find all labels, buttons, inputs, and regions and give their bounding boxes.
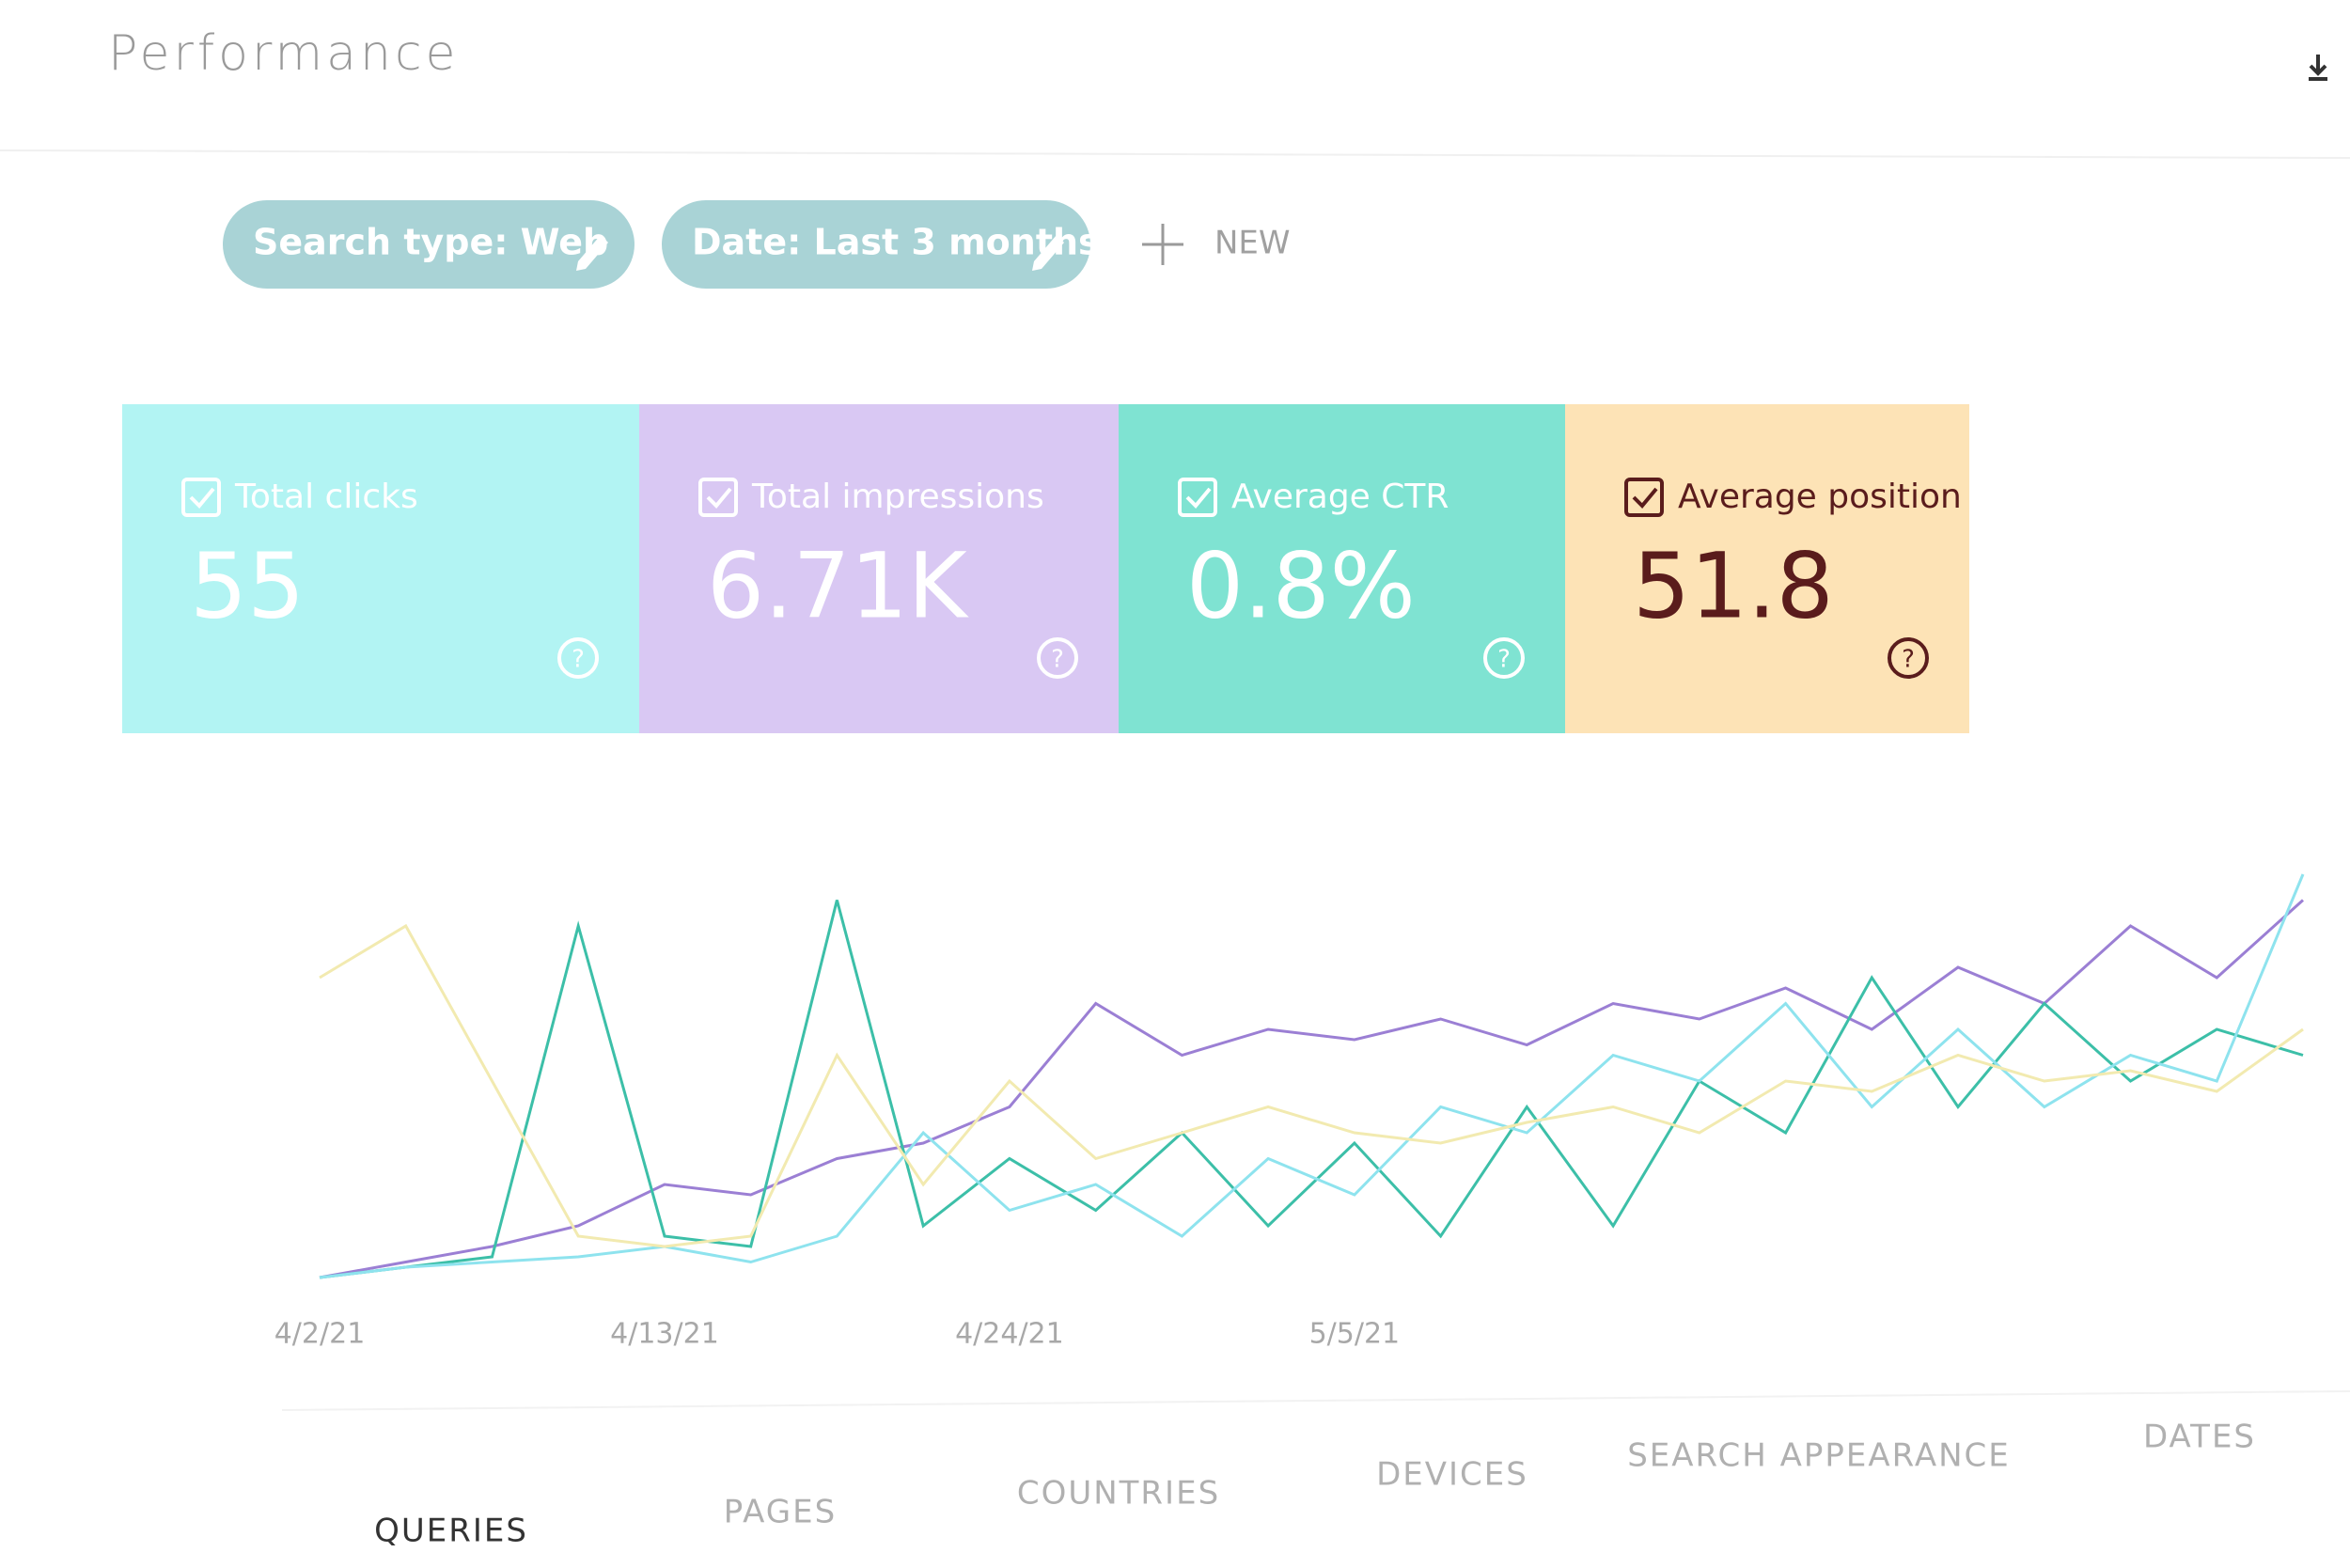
tab[interactable]: SEARCH APPEARANCE <box>1627 1437 2011 1475</box>
card-background[interactable] <box>1119 404 1565 733</box>
x-tick-label: 4/13/21 <box>610 1318 719 1351</box>
help-mark: ? <box>1497 646 1511 674</box>
card-checkbox[interactable] <box>698 478 738 517</box>
help-mark: ? <box>1051 646 1064 674</box>
check-mark[interactable] <box>189 487 215 509</box>
card-checkbox[interactable] <box>1624 478 1664 517</box>
card-checkbox[interactable] <box>181 478 221 517</box>
new-filter[interactable]: NEW <box>1142 224 1291 265</box>
check-mark[interactable] <box>1185 487 1212 509</box>
card-value[interactable]: 6.71K <box>707 533 969 638</box>
metric-card[interactable]: Average position 51.8? <box>1565 404 1969 733</box>
card-value[interactable]: 0.8% <box>1186 533 1416 638</box>
help-icon[interactable] <box>1483 637 1525 679</box>
new-button-label[interactable]: NEW <box>1214 225 1291 262</box>
card-label[interactable]: Total clicks <box>234 478 418 516</box>
card-label[interactable]: Average CTR <box>1231 478 1449 516</box>
card-background[interactable] <box>639 404 1119 733</box>
check-mark[interactable] <box>706 487 732 509</box>
chip-label[interactable]: Date: Last 3 months <box>692 222 1100 263</box>
metric-card[interactable]: Total impressions 6.71K? <box>639 404 1119 733</box>
chart-line <box>319 899 2305 1279</box>
metric-card[interactable]: Total clicks 55? <box>122 404 639 733</box>
filter-chip[interactable]: Date: Last 3 months <box>662 200 1100 289</box>
card-checkbox[interactable] <box>1178 478 1217 517</box>
filter-chip[interactable]: Search type: Web <box>223 200 634 289</box>
page-title: Performance <box>108 25 460 82</box>
chip-background[interactable] <box>662 200 1090 289</box>
help-mark: ? <box>1902 646 1915 674</box>
card-value[interactable]: 51.8 <box>1633 533 1834 638</box>
card-label[interactable]: Average position <box>1678 478 1962 516</box>
card-background[interactable] <box>122 404 639 733</box>
chip-label[interactable]: Search type: Web <box>253 222 608 263</box>
divider <box>0 149 2350 159</box>
chart-line <box>319 873 2305 1279</box>
download-icon[interactable] <box>2309 55 2327 81</box>
metric-card[interactable]: Average CTR 0.8%? <box>1119 404 1565 733</box>
check-mark[interactable] <box>1632 487 1658 509</box>
help-mark: ? <box>572 646 585 674</box>
chip-background[interactable] <box>223 200 634 289</box>
x-tick-label: 4/2/21 <box>274 1318 366 1351</box>
edit-icon[interactable] <box>1032 235 1064 271</box>
card-value[interactable]: 55 <box>190 533 305 638</box>
card-label[interactable]: Total impressions <box>751 478 1044 516</box>
x-tick-label: 4/24/21 <box>955 1318 1064 1351</box>
tab[interactable]: DATES <box>2143 1419 2256 1456</box>
chart-line <box>319 923 2304 1248</box>
tab[interactable]: PAGES <box>724 1494 837 1531</box>
help-icon[interactable] <box>1037 637 1078 679</box>
tab[interactable]: DEVICES <box>1376 1456 1528 1494</box>
divider <box>281 1390 2350 1411</box>
help-icon[interactable] <box>1888 637 1929 679</box>
x-tick-label: 5/5/21 <box>1309 1318 1401 1351</box>
edit-icon[interactable] <box>576 235 608 271</box>
tab[interactable]: QUERIES <box>374 1513 528 1550</box>
tab[interactable]: COUNTRIES <box>1017 1475 1220 1513</box>
card-background[interactable] <box>1565 404 1969 733</box>
chart-line <box>319 900 2304 1279</box>
help-icon[interactable] <box>557 637 599 679</box>
